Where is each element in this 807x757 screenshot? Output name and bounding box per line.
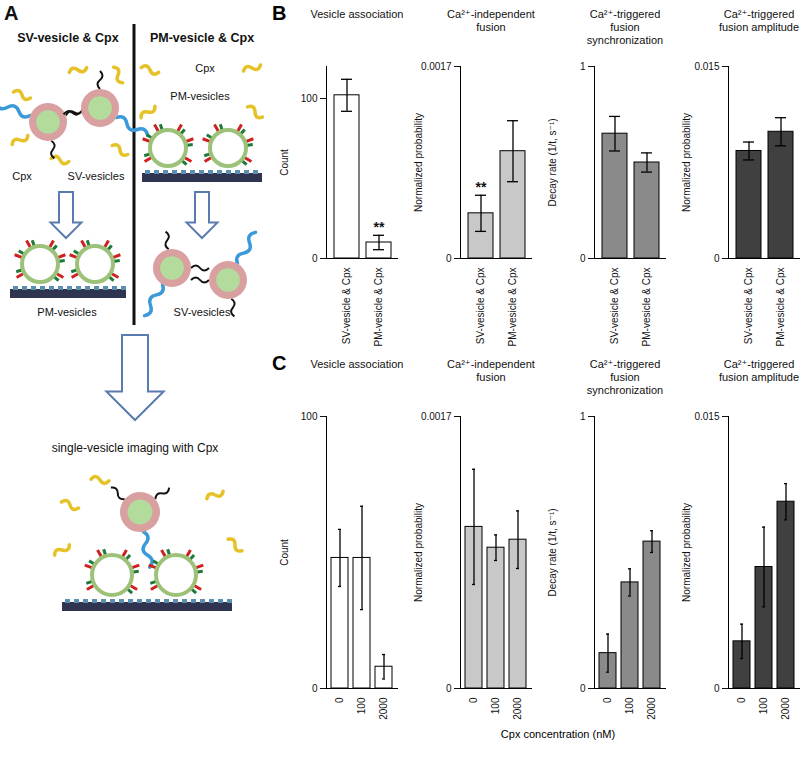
svg-text:PM-vesicle & Cpx: PM-vesicle & Cpx bbox=[775, 268, 786, 347]
svg-text:0: 0 bbox=[714, 683, 720, 694]
svg-text:A: A bbox=[4, 2, 18, 24]
svg-text:SV-vesicles: SV-vesicles bbox=[68, 170, 125, 182]
svg-text:100: 100 bbox=[624, 697, 635, 714]
svg-text:SV-vesicle & Cpx: SV-vesicle & Cpx bbox=[341, 268, 352, 345]
svg-text:0: 0 bbox=[468, 697, 479, 703]
svg-text:SV-vesicle & Cpx: SV-vesicle & Cpx bbox=[743, 268, 754, 345]
html-text:C: C bbox=[272, 352, 287, 374]
svg-text:0.015: 0.015 bbox=[694, 411, 719, 422]
html-text:Ca²⁺-triggered fusion amplitud: Ca²⁺-triggered fusion amplitude bbox=[718, 358, 799, 383]
svg-text:0.015: 0.015 bbox=[694, 61, 719, 72]
svg-text:Decay rate (1/t, s⁻¹): Decay rate (1/t, s⁻¹) bbox=[547, 508, 558, 596]
svg-text:0.0017: 0.0017 bbox=[421, 411, 452, 422]
svg-text:100: 100 bbox=[356, 697, 367, 714]
html-text:Ca²⁺-independent fusion: Ca²⁺-independent fusion bbox=[447, 358, 535, 383]
svg-text:PM-vesicle & Cpx: PM-vesicle & Cpx bbox=[373, 268, 384, 347]
svg-text:SV-vesicle & Cpx: SV-vesicle & Cpx bbox=[609, 268, 620, 345]
svg-text:Normalized probability: Normalized probability bbox=[413, 503, 424, 602]
html-text:Vesicle association: Vesicle association bbox=[310, 8, 404, 20]
svg-text:PM-vesicles: PM-vesicles bbox=[37, 306, 97, 318]
svg-text:0: 0 bbox=[736, 697, 747, 703]
svg-text:Normalized probability: Normalized probability bbox=[413, 113, 424, 212]
svg-text:0: 0 bbox=[580, 683, 586, 694]
svg-text:Normalized probability: Normalized probability bbox=[681, 503, 692, 602]
svg-text:100: 100 bbox=[301, 411, 318, 422]
svg-text:2000: 2000 bbox=[512, 697, 523, 720]
svg-text:0: 0 bbox=[446, 253, 452, 264]
svg-text:100: 100 bbox=[758, 697, 769, 714]
svg-text:Count: Count bbox=[279, 539, 290, 566]
svg-text:Cpx: Cpx bbox=[12, 170, 32, 182]
svg-text:0: 0 bbox=[714, 253, 720, 264]
svg-text:0: 0 bbox=[312, 253, 318, 264]
svg-text:0: 0 bbox=[580, 253, 586, 264]
html-text:Cpx concentration (nM): Cpx concentration (nM) bbox=[500, 728, 616, 740]
svg-text:1: 1 bbox=[580, 61, 586, 72]
svg-text:0: 0 bbox=[334, 697, 345, 703]
html-text:Ca²⁺-triggered fusion synchron: Ca²⁺-triggered fusion synchronization bbox=[586, 8, 664, 46]
svg-text:1: 1 bbox=[580, 411, 586, 422]
svg-text:SV-vesicle & Cpx: SV-vesicle & Cpx bbox=[17, 31, 118, 45]
html-text:B: B bbox=[272, 2, 287, 24]
svg-text:2000: 2000 bbox=[646, 697, 657, 720]
svg-text:0: 0 bbox=[602, 697, 613, 703]
html-text:Ca²⁺-triggered fusion synchron: Ca²⁺-triggered fusion synchronization bbox=[586, 358, 664, 396]
svg-text:PM-vesicle & Cpx: PM-vesicle & Cpx bbox=[641, 268, 652, 347]
svg-text:Cpx: Cpx bbox=[195, 62, 215, 74]
html-text:Ca²⁺-triggered fusion amplitud: Ca²⁺-triggered fusion amplitude bbox=[718, 8, 799, 33]
html-text:Vesicle association: Vesicle association bbox=[310, 358, 404, 370]
svg-text:2000: 2000 bbox=[780, 697, 791, 720]
svg-text:Normalized probability: Normalized probability bbox=[681, 113, 692, 212]
svg-text:0.0017: 0.0017 bbox=[421, 61, 452, 72]
svg-text:Decay rate (1/t, s⁻¹): Decay rate (1/t, s⁻¹) bbox=[547, 118, 558, 206]
svg-text:0: 0 bbox=[312, 683, 318, 694]
svg-text:2000: 2000 bbox=[378, 697, 389, 720]
svg-text:PM-vesicle & Cpx: PM-vesicle & Cpx bbox=[150, 31, 254, 45]
svg-text:**: ** bbox=[476, 179, 487, 195]
svg-text:0: 0 bbox=[446, 683, 452, 694]
svg-text:100: 100 bbox=[301, 93, 318, 104]
svg-text:Count: Count bbox=[279, 149, 290, 176]
svg-text:**: ** bbox=[374, 219, 385, 235]
svg-text:PM-vesicles: PM-vesicles bbox=[170, 90, 230, 102]
svg-text:SV-vesicles: SV-vesicles bbox=[174, 306, 231, 318]
svg-text:single-vesicle imaging with Cp: single-vesicle imaging with Cpx bbox=[52, 441, 219, 455]
svg-text:SV-vesicle & Cpx: SV-vesicle & Cpx bbox=[475, 268, 486, 345]
svg-text:100: 100 bbox=[490, 697, 501, 714]
svg-text:PM-vesicle & Cpx: PM-vesicle & Cpx bbox=[507, 268, 518, 347]
html-text:Ca²⁺-independent fusion: Ca²⁺-independent fusion bbox=[447, 8, 535, 33]
